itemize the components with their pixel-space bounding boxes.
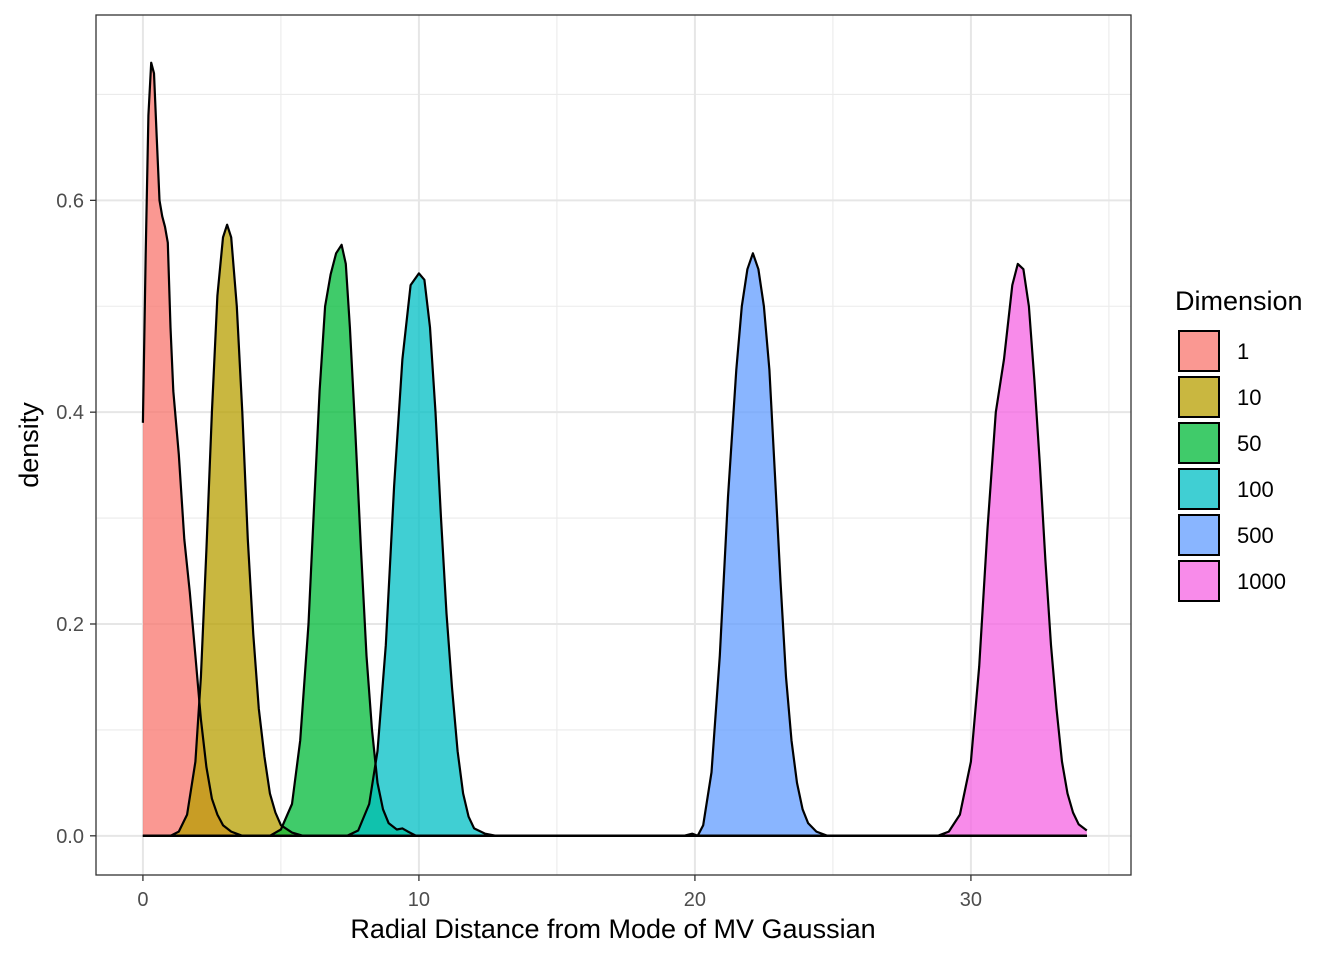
legend-label-500: 500 bbox=[1237, 523, 1274, 548]
density-outlines bbox=[141, 61, 1088, 837]
legend-swatch-500 bbox=[1178, 514, 1220, 556]
density-line-100 bbox=[142, 272, 1087, 837]
legend-swatch-10 bbox=[1178, 376, 1220, 418]
legend-label-100: 100 bbox=[1237, 477, 1274, 502]
legend-swatch-1000 bbox=[1178, 560, 1220, 602]
minor-grid bbox=[96, 15, 1131, 875]
density-area-10 bbox=[142, 224, 1087, 836]
plot-border bbox=[95, 14, 1132, 876]
y-tick-label: 0.0 bbox=[56, 826, 84, 848]
density-line-1000 bbox=[142, 262, 1088, 837]
x-tick-label: 0 bbox=[137, 889, 148, 911]
density-area-50 bbox=[142, 244, 1087, 836]
x-axis-title: Radial Distance from Mode of MV Gaussian bbox=[350, 914, 875, 944]
y-tick-label: 0.2 bbox=[56, 614, 84, 636]
density-line-50 bbox=[142, 243, 1087, 837]
density-areas bbox=[142, 62, 1087, 836]
x-tick-label: 20 bbox=[684, 889, 706, 911]
legend-swatch-1 bbox=[1178, 330, 1220, 372]
y-tick-label: 0.6 bbox=[56, 190, 84, 212]
y-axis-title: density bbox=[14, 402, 44, 488]
legend-label-1000: 1000 bbox=[1237, 569, 1286, 594]
y-tick-label: 0.4 bbox=[56, 402, 84, 424]
legend-title: Dimension bbox=[1175, 286, 1303, 316]
x-tick-label: 10 bbox=[408, 889, 430, 911]
x-axis: 0 10 20 30 bbox=[137, 875, 982, 911]
legend: Dimension 1 10 50 100 500 1000 bbox=[1175, 286, 1303, 602]
legend-label-1: 1 bbox=[1237, 339, 1249, 364]
density-line-10 bbox=[142, 223, 1087, 837]
density-line-500 bbox=[142, 252, 1087, 837]
x-tick-label: 30 bbox=[960, 889, 982, 911]
plot-panel bbox=[96, 15, 1131, 875]
legend-label-10: 10 bbox=[1237, 385, 1261, 410]
y-axis: 0.0 0.2 0.4 0.6 bbox=[56, 190, 96, 848]
legend-swatch-100 bbox=[1178, 468, 1220, 510]
legend-swatch-50 bbox=[1178, 422, 1220, 464]
legend-label-50: 50 bbox=[1237, 431, 1261, 456]
density-line-1 bbox=[141, 61, 1087, 837]
density-area-1000 bbox=[142, 263, 1087, 836]
